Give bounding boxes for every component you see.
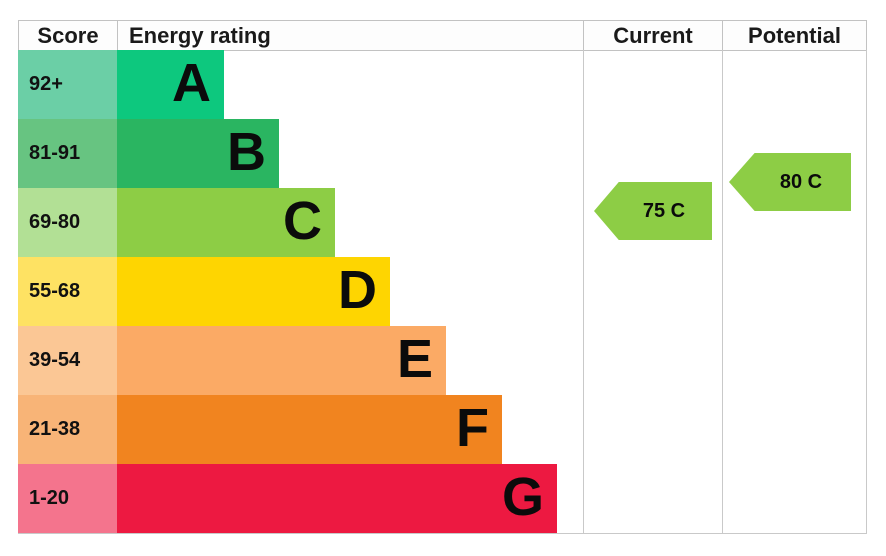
band-row-c: 69-80 C (18, 188, 867, 257)
band-row-d: 55-68 D (18, 257, 867, 326)
band-bar-b: B (117, 119, 279, 188)
band-score-range-g: 1-20 (18, 464, 117, 533)
band-bar-e: E (117, 326, 446, 395)
band-bar-g: G (117, 464, 557, 533)
column-header-potential: Potential (722, 20, 867, 51)
table-bottom-border (18, 533, 867, 534)
band-row-g: 1-20 G (18, 464, 867, 533)
band-bar-a: A (117, 50, 224, 119)
band-letter-a: A (172, 53, 211, 113)
table-right-border (866, 50, 867, 533)
band-score-range-f: 21-38 (18, 395, 117, 464)
current-column-left-border (583, 50, 584, 533)
band-score-range-b: 81-91 (18, 119, 117, 188)
column-header-score: Score (18, 20, 118, 51)
band-letter-e: E (396, 329, 433, 389)
band-row-b: 81-91 B (18, 119, 867, 188)
column-header-energy-rating: Energy rating (117, 20, 584, 51)
band-score-range-d: 55-68 (18, 257, 117, 326)
band-row-a: 92+ A (18, 50, 867, 119)
band-letter-c: C (283, 191, 322, 251)
band-score-range-a: 92+ (18, 50, 117, 119)
current-rating-arrow: 75 C (594, 182, 712, 240)
band-letter-d: D (338, 260, 377, 320)
band-bar-c: C (117, 188, 335, 257)
band-row-f: 21-38 F (18, 395, 867, 464)
column-header-current: Current (583, 20, 723, 51)
band-bar-f: F (117, 395, 502, 464)
band-row-e: 39-54 E (18, 326, 867, 395)
band-bar-d: D (117, 257, 390, 326)
band-letter-b: B (227, 122, 266, 182)
band-score-range-e: 39-54 (18, 326, 117, 395)
band-score-range-c: 69-80 (18, 188, 117, 257)
potential-rating-arrow: 80 C (729, 153, 851, 211)
band-letter-f: F (456, 398, 489, 458)
band-letter-g: G (501, 467, 544, 527)
potential-column-left-border (722, 50, 723, 533)
